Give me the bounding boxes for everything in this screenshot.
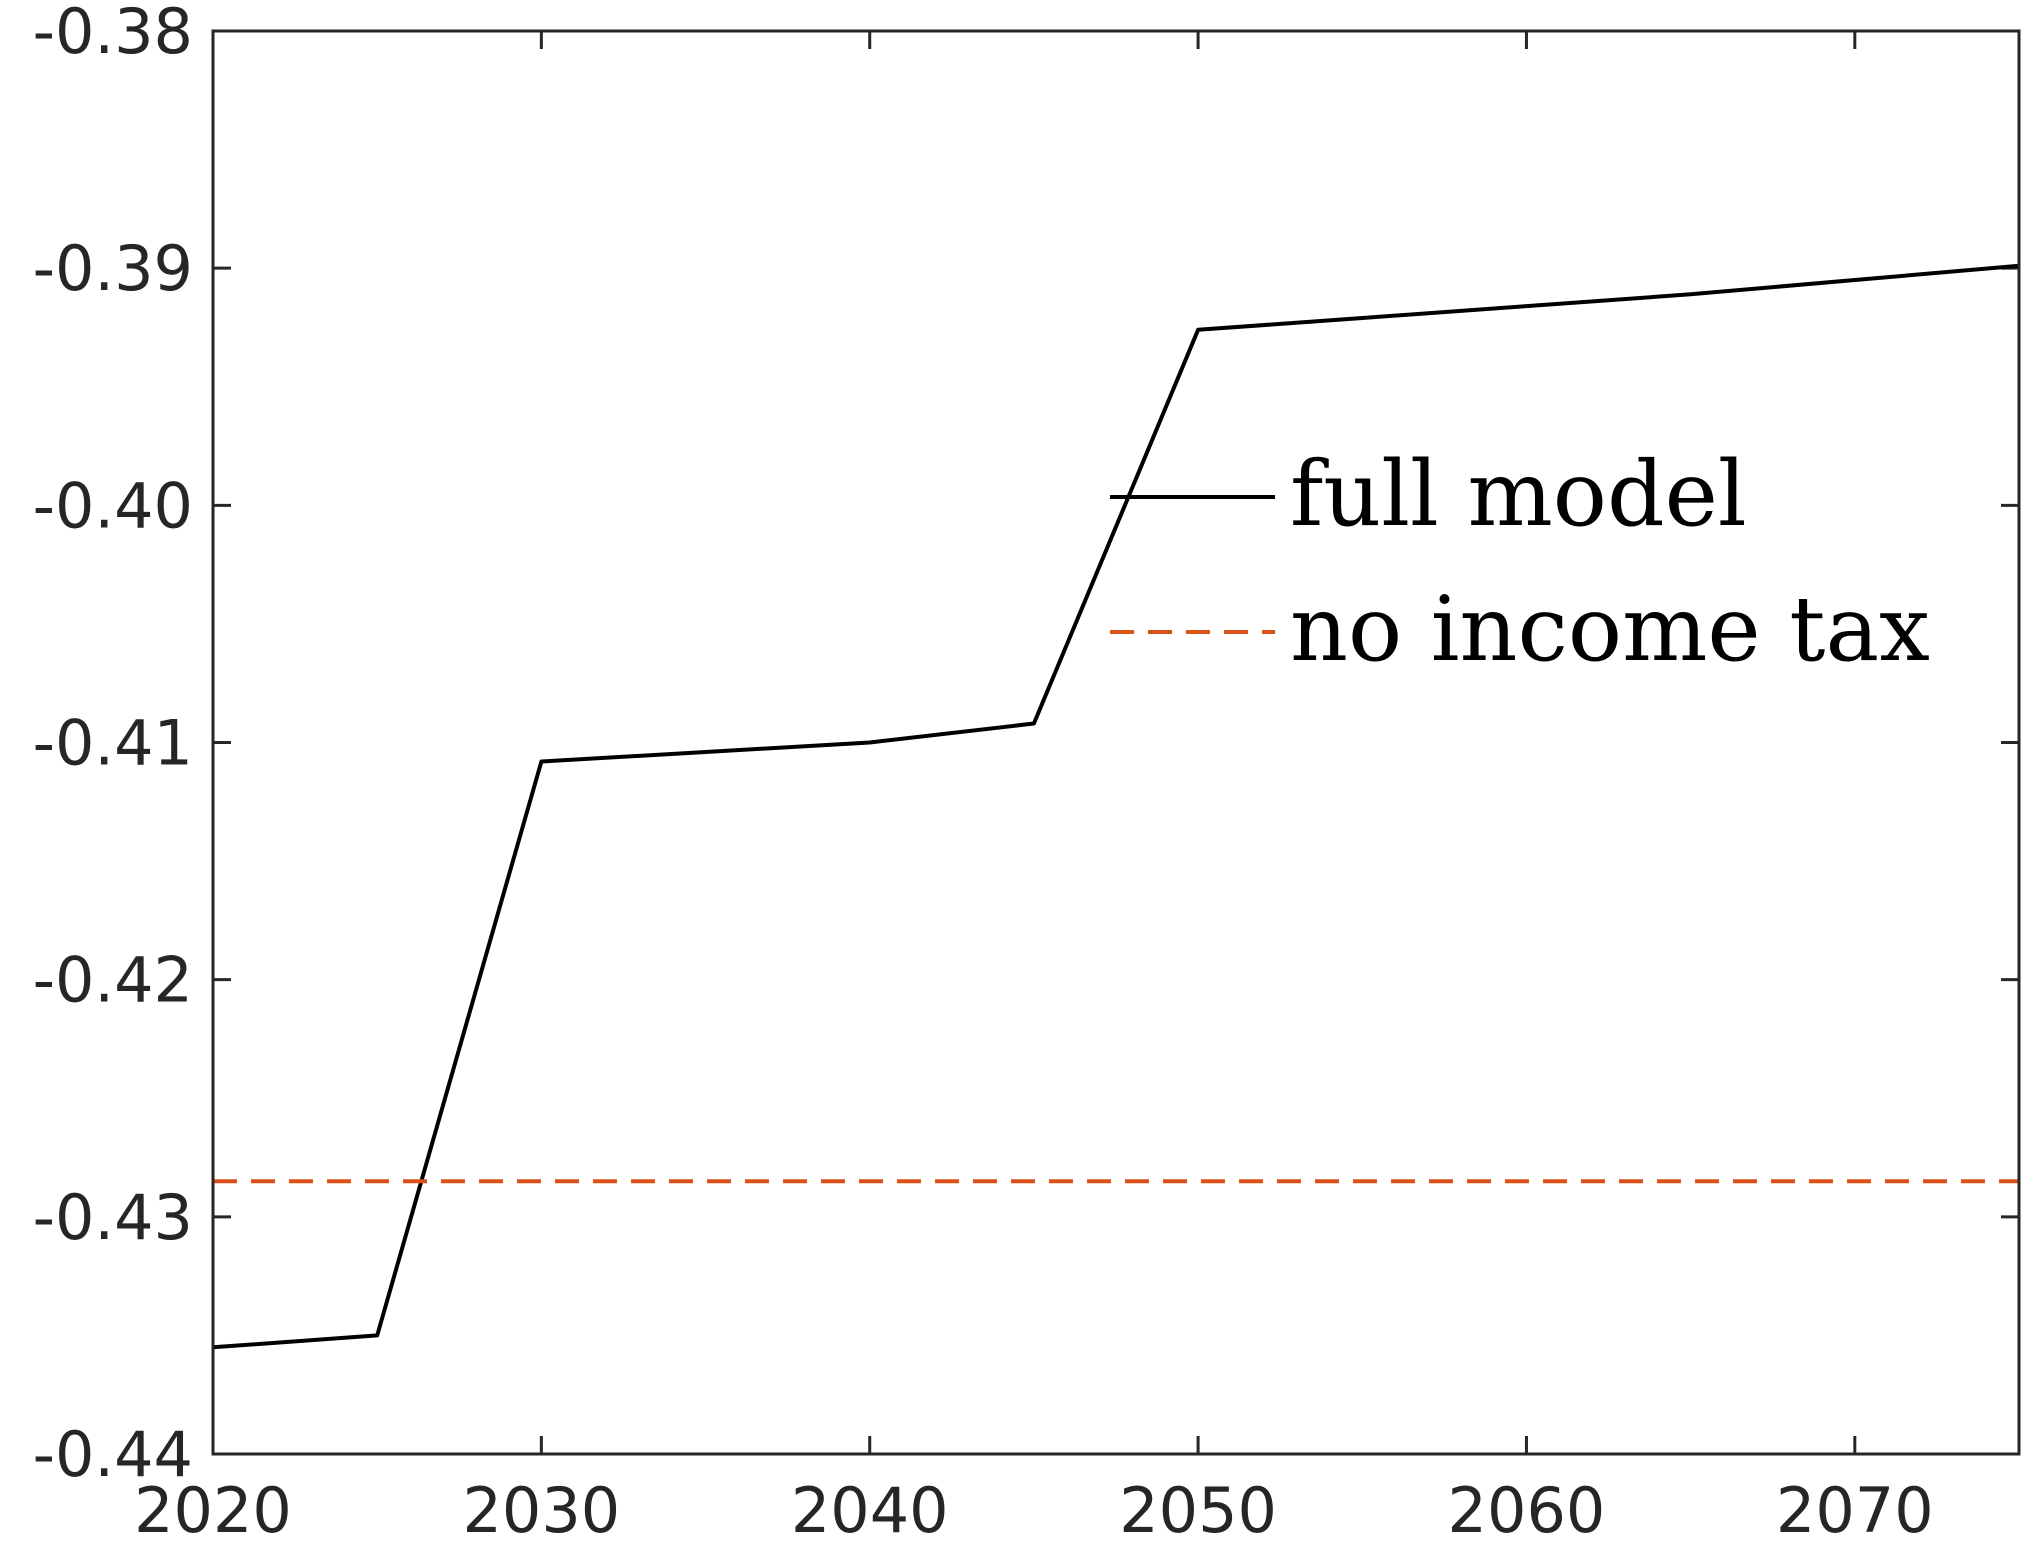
axes-box [211, 29, 2021, 1456]
series-lines [212, 263, 2020, 1350]
y-tick-label: -0.42 [33, 944, 193, 1017]
y-tick-label: -0.40 [33, 469, 193, 542]
y-tick-label: -0.41 [33, 707, 193, 780]
y-tick-label: -0.43 [33, 1181, 193, 1254]
y-tick-label: -0.39 [33, 232, 193, 305]
plot-area [213, 31, 2019, 1454]
legend-label-full-model: full model [1290, 442, 1747, 547]
x-tick-label: 2020 [134, 1474, 292, 1547]
y-tick-label: -0.38 [33, 0, 193, 68]
x-tick-label: 2070 [1776, 1474, 1934, 1547]
series-line-full-model [212, 263, 2020, 1350]
y-tick-label: -0.44 [33, 1418, 193, 1491]
x-tick-label: 2030 [462, 1474, 620, 1547]
x-tick-label: 2050 [1119, 1474, 1277, 1547]
legend: full model no income tax [1110, 442, 1930, 682]
tick-labels: 2020 2030 2040 2050 2060 2070 -0.38 -0.39 -0.40 -… [33, 0, 1934, 1547]
x-tick-label: 2060 [1448, 1474, 1606, 1547]
x-tick-label: 2040 [791, 1474, 949, 1547]
legend-label-no-income-tax: no income tax [1290, 577, 1930, 682]
